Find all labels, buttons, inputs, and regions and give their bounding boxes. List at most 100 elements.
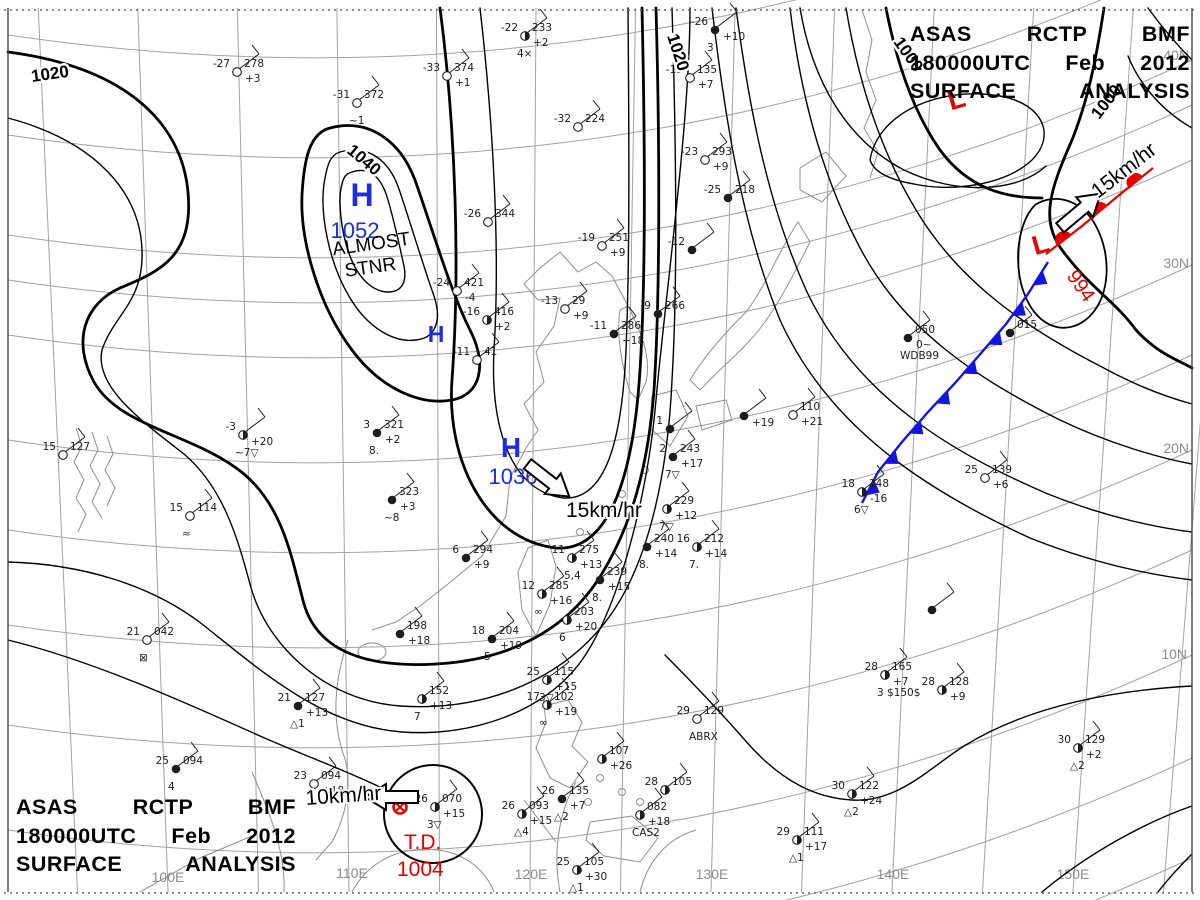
station-value: +2: [533, 37, 548, 49]
station-value: 105: [584, 856, 604, 868]
station-value: 129: [1085, 734, 1105, 746]
station-value: 0~: [916, 339, 931, 351]
station-value: 129: [704, 705, 724, 717]
station-value: 3: [707, 42, 714, 54]
station-plot: 239 +15 8.: [592, 552, 630, 604]
station-plot: 21 127 +13△1: [278, 678, 328, 730]
station-value: 240: [654, 533, 674, 545]
station-value: -3: [226, 421, 236, 433]
station-value: 6▽: [854, 504, 870, 516]
station-value: ∞: [539, 717, 548, 729]
station-plot: 203 +20 6: [559, 592, 597, 644]
station-value: +7: [698, 79, 713, 91]
station-value: ~1: [349, 115, 364, 127]
station-value: 127: [305, 692, 325, 704]
station-plot: -19 251 +9: [578, 218, 629, 259]
station-value: +18: [648, 816, 670, 828]
station-plot: -33 374 +1: [423, 48, 474, 89]
station-value: +18: [322, 785, 344, 797]
station-value: 266: [665, 300, 685, 312]
station-plot: 050 0~WDB99: [900, 310, 939, 362]
station-value: 204: [499, 625, 519, 637]
station-value: 323: [399, 486, 419, 498]
station-value: 16: [677, 533, 691, 545]
station-plot: -26 +10 3: [691, 2, 745, 54]
station-plot: -23 293 +9: [681, 132, 732, 173]
station-value: 5: [484, 651, 491, 663]
station-value: 218: [735, 184, 755, 196]
station-value: -31: [333, 89, 350, 101]
lon-label: 130E: [696, 866, 729, 882]
station-value: 286: [621, 320, 641, 332]
station-value: 115: [554, 666, 574, 678]
station-value: ∞: [534, 606, 543, 618]
station-plot: 152 +13 7: [414, 671, 452, 723]
station-value: -16: [463, 306, 480, 318]
station-value: +14: [655, 548, 677, 560]
station-value: +9: [713, 161, 728, 173]
station-value: 1: [656, 415, 663, 427]
motion-arrow: 15km/hr: [1054, 136, 1163, 234]
station-value: 8.: [369, 445, 379, 457]
station-plot: -3 +20~7▽: [226, 407, 273, 459]
station-value: WDB99: [900, 350, 939, 362]
station-plot: 229+127▽: [659, 481, 697, 533]
station-plot: -12: [668, 222, 715, 255]
station-value: +18: [622, 335, 644, 347]
station-plots-layer: -27 278+3-31 372~1-33 374+1-22 233+24×-32 224…: [43, 2, 1105, 894]
title-line: SURFACE ANALYSIS: [910, 79, 1190, 104]
station-value: +19: [752, 417, 774, 429]
station-value: △1: [789, 852, 804, 864]
station-value: 114: [197, 502, 217, 514]
station-value: 275: [579, 544, 599, 556]
station-plot: 29 111 +17△1: [777, 812, 827, 864]
station-plot: [927, 582, 955, 615]
station-plot: 25 139 +6: [965, 450, 1012, 491]
lat-label: 30N: [1163, 255, 1189, 271]
station-plot: -32 224: [554, 99, 605, 132]
station-value: -9: [641, 300, 651, 312]
station-value: ~8: [384, 512, 399, 524]
station-value: +2: [385, 434, 400, 446]
station-value: 30: [832, 780, 845, 792]
station-value: 17: [527, 691, 540, 703]
station-plot: -27 278 +3: [213, 44, 264, 85]
station-value: 135: [697, 64, 717, 76]
station-plot: -24 421 -4: [433, 263, 484, 304]
station-value: 015: [1017, 319, 1037, 331]
station-value: 41: [484, 346, 497, 358]
station-plot: 25 094 4: [156, 741, 203, 793]
station-plot: 25 105 +30△1: [557, 842, 607, 894]
station-value: 251: [609, 232, 629, 244]
station-plot: 28 105: [645, 762, 692, 795]
map-frame: [4, 8, 1196, 894]
station-plot: 16 212 +14 7.: [677, 519, 727, 571]
station-value: +1: [455, 77, 470, 89]
station-value: 233: [532, 22, 552, 34]
station-plot: 15 127: [43, 427, 90, 460]
station-value: 203: [574, 606, 594, 618]
station-value: 321: [384, 419, 404, 431]
station-plot: -25 218: [704, 170, 755, 203]
station-value: -12: [668, 236, 685, 248]
station-plot: 23 094 +18: [294, 756, 344, 797]
station-value: 148: [869, 478, 889, 490]
station-plot: -9 266: [641, 286, 685, 319]
station-value: +20: [575, 621, 597, 633]
station-value: CAS2: [632, 827, 660, 839]
station-plot: 3 321 +2 8.: [363, 405, 404, 457]
station-value: 122: [859, 780, 879, 792]
station-value: 4: [168, 781, 175, 793]
station-plot: 2 243 +177▽: [659, 429, 703, 481]
td-pressure-value: 1004: [397, 858, 444, 881]
td-label: T.D.: [404, 831, 441, 854]
station-value: 152: [429, 685, 449, 697]
station-value: +19: [555, 706, 577, 718]
station-value: 21: [278, 692, 291, 704]
station-value: 107: [609, 745, 629, 757]
station-value: 165: [892, 661, 912, 673]
station-value: 224: [585, 113, 605, 125]
